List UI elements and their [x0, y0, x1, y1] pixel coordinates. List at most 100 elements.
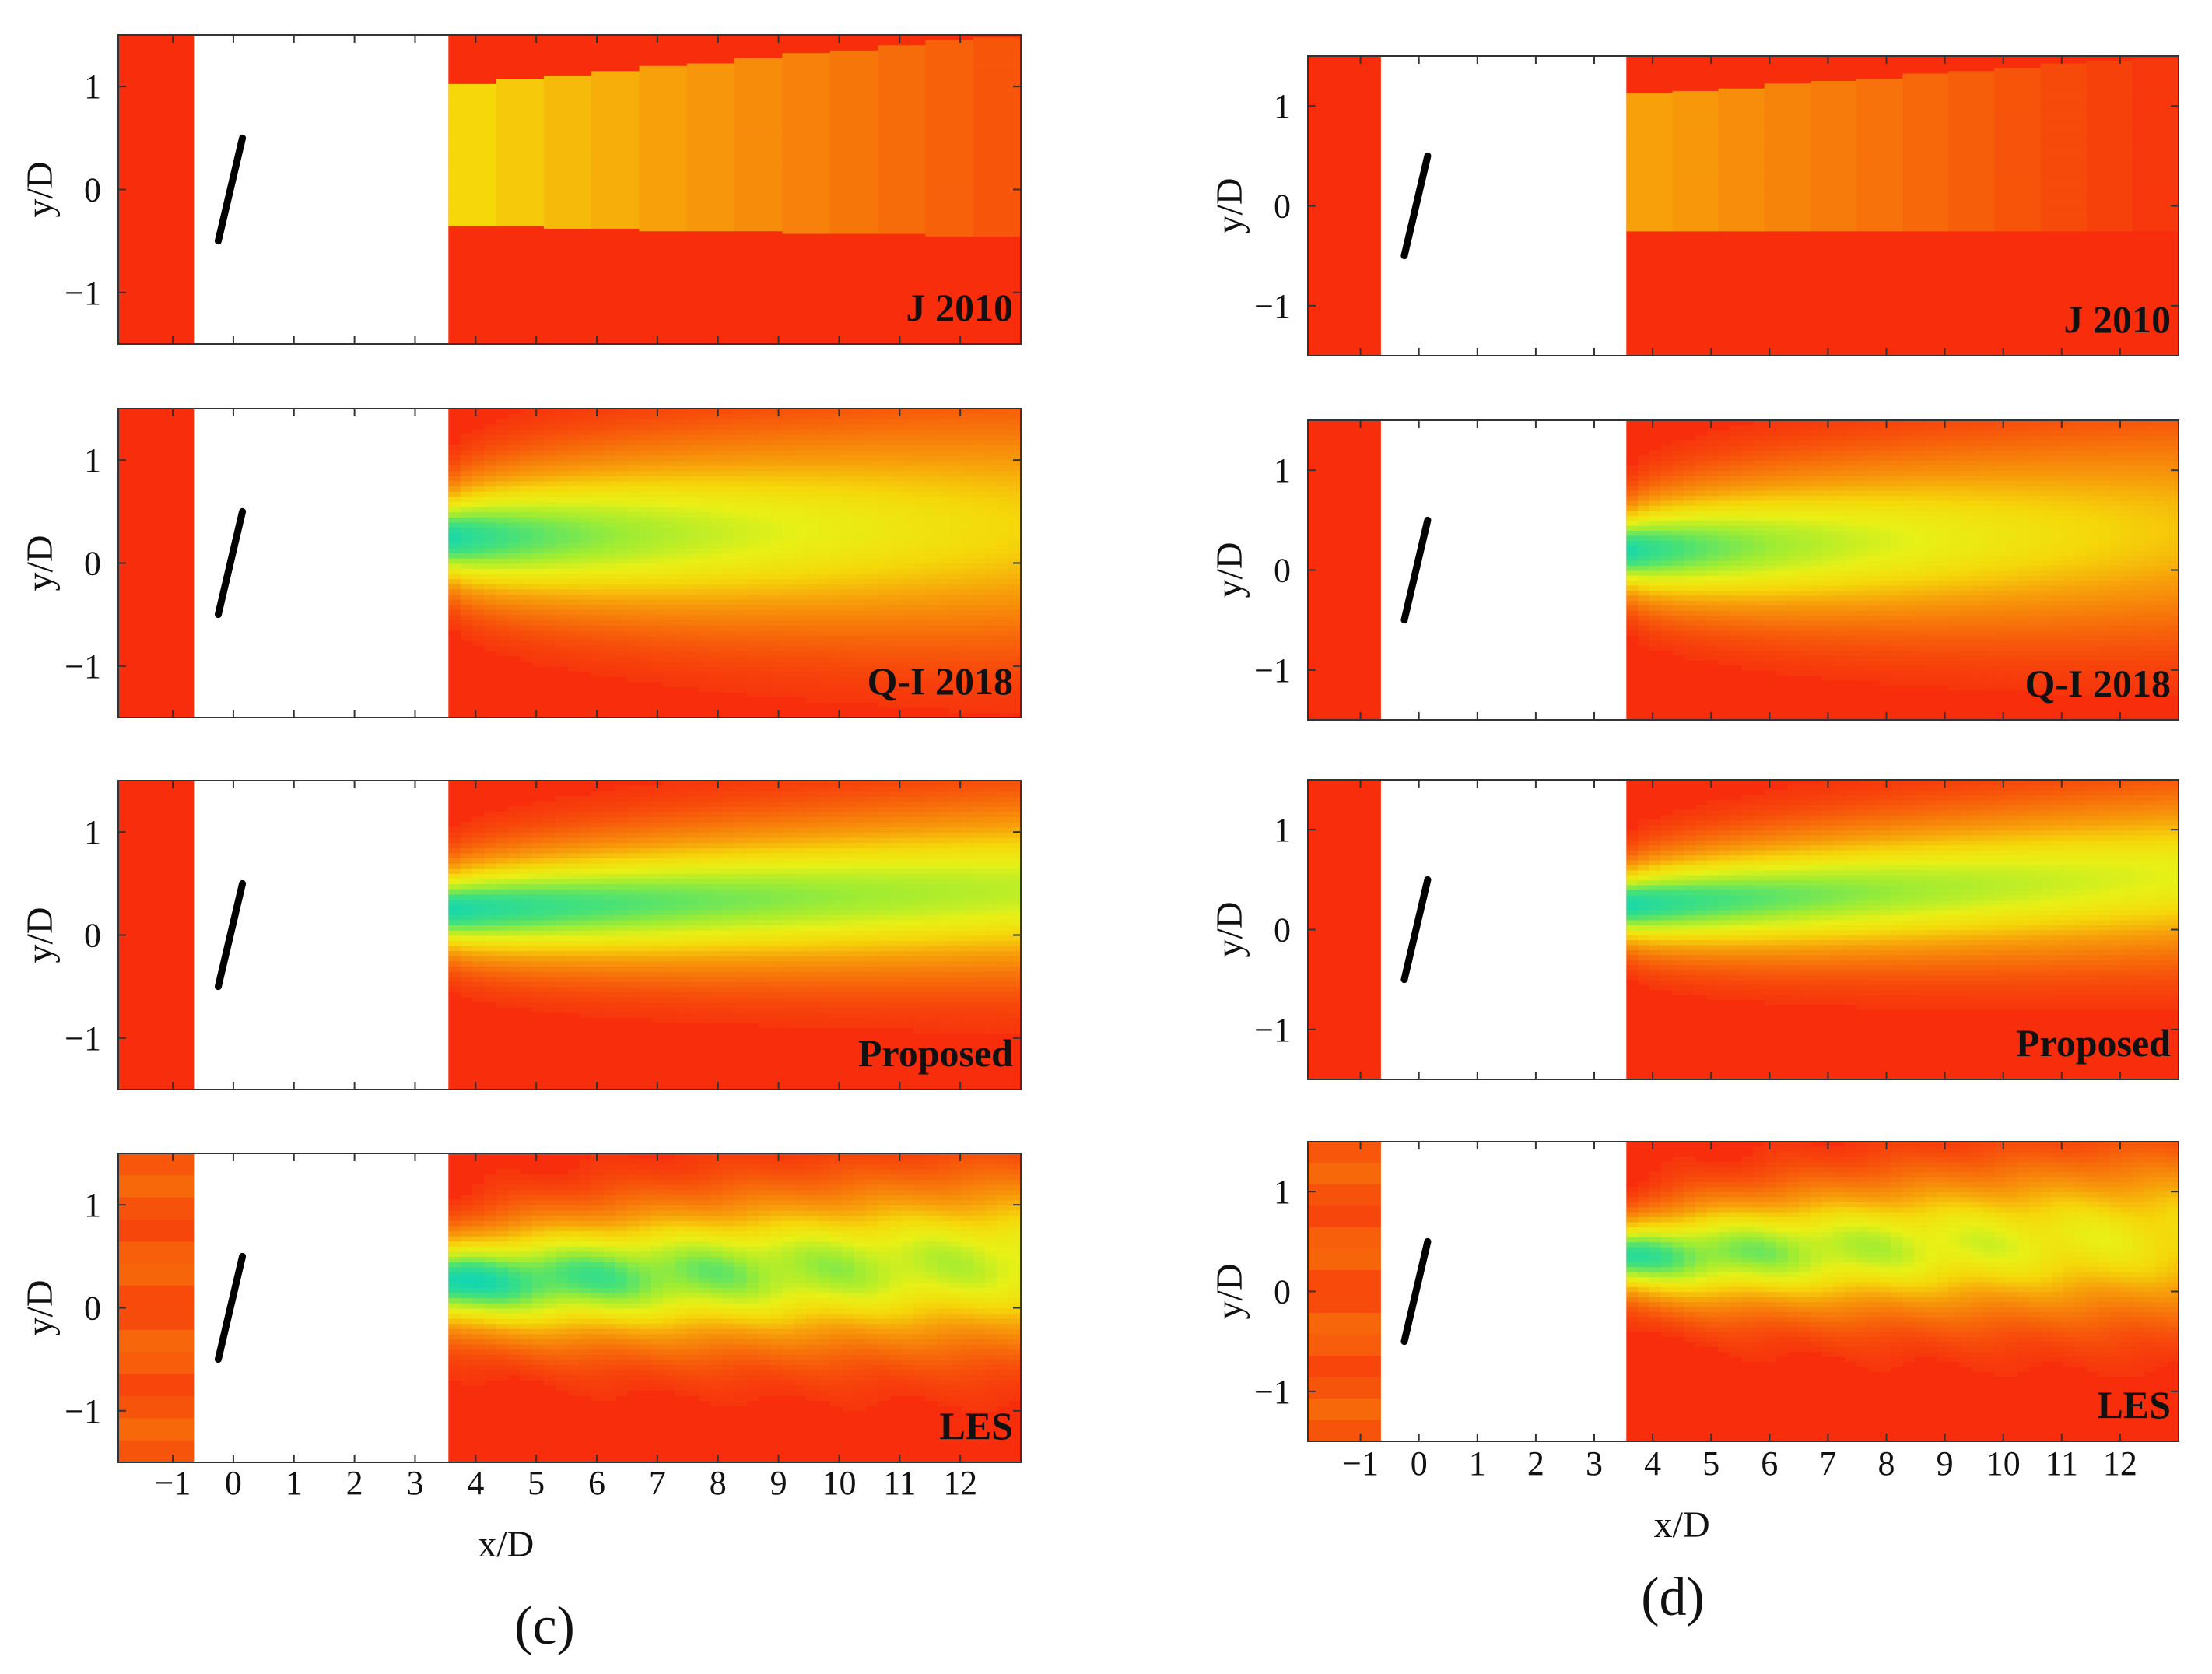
wake-cell [961, 439, 974, 446]
wake-cell [806, 981, 819, 988]
wake-cell [734, 465, 748, 472]
wake-cell [842, 516, 855, 523]
wake-cell [567, 583, 580, 590]
wake-cell [925, 63, 974, 67]
wake-cell [961, 501, 974, 507]
wake-cell [949, 686, 962, 693]
wake-cell [531, 878, 545, 885]
wake-cell [770, 604, 783, 610]
wake-cell [722, 888, 735, 895]
wake-cell [925, 181, 974, 185]
wake-cell [710, 490, 724, 497]
wake-cell [973, 697, 986, 703]
wake-cell [925, 568, 938, 574]
wake-cell [579, 460, 593, 466]
wake-cell [746, 578, 759, 584]
wake-cell [985, 598, 998, 605]
wake-cell [639, 89, 688, 93]
wake-cell [460, 899, 473, 905]
wake-cell [758, 470, 771, 476]
wake-cell [722, 671, 735, 677]
wake-cell [448, 899, 461, 905]
wake-cell [639, 837, 652, 844]
wake-cell [710, 537, 724, 543]
wake-cell [829, 935, 843, 941]
wake-cell [460, 868, 473, 874]
wake-cell [686, 966, 699, 972]
wake-cell [699, 521, 712, 528]
wake-cell [675, 460, 688, 466]
wake-cell [567, 645, 580, 651]
wake-cell [507, 423, 521, 430]
wake-cell [1008, 594, 1022, 600]
wake-cell [650, 671, 664, 677]
wake-cell [806, 1022, 819, 1029]
wake-cell [770, 909, 783, 915]
wake-cell [818, 955, 831, 962]
wake-cell [997, 553, 1010, 559]
wake-cell [496, 883, 509, 890]
wake-cell [770, 893, 783, 900]
wake-cell [556, 516, 569, 523]
wake-cell [496, 166, 545, 170]
wake-cell [627, 904, 640, 911]
wake-cell [722, 496, 735, 502]
wake-cell [448, 114, 497, 118]
wake-cell [842, 635, 855, 641]
wake-cell [496, 635, 509, 641]
wake-cell [543, 598, 557, 605]
wake-cell [484, 460, 497, 466]
wake-cell [615, 619, 629, 626]
wake-cell [794, 785, 807, 792]
wake-cell [961, 681, 974, 688]
wake-cell [770, 614, 783, 621]
wake-cell [471, 506, 486, 513]
wake-cell [782, 79, 831, 82]
wake-cell [556, 542, 569, 549]
wake-cell [520, 925, 533, 931]
wake-cell [770, 919, 783, 926]
wake-cell [734, 68, 783, 72]
wake-cell [639, 848, 652, 854]
wake-cell [650, 547, 664, 554]
wake-cell [854, 832, 867, 838]
wake-cell [782, 223, 831, 226]
wake-cell [496, 578, 509, 584]
wake-cell [484, 635, 497, 641]
wake-cell [746, 929, 759, 936]
wake-cell [460, 501, 473, 507]
wake-cell [937, 490, 950, 497]
wake-cell [746, 624, 759, 631]
wake-cell [543, 166, 593, 170]
wake-cell [878, 557, 891, 564]
wake-cell [699, 945, 712, 952]
wake-cell [520, 650, 533, 657]
wake-cell [746, 991, 759, 998]
wake-cell [650, 791, 664, 797]
wake-cell [639, 65, 688, 69]
wake-cell [650, 837, 664, 844]
wake-cell [484, 816, 497, 823]
wake-cell [854, 681, 867, 688]
wake-cell [567, 511, 580, 518]
wake-cell [686, 153, 735, 157]
wake-cell [758, 929, 771, 936]
wake-cell [579, 429, 593, 435]
wake-cell [829, 225, 878, 229]
wake-cell [639, 496, 652, 502]
wake-cell [699, 904, 712, 911]
wake-cell [854, 614, 867, 621]
wake-cell [806, 578, 819, 584]
wake-cell [734, 568, 748, 574]
wake-cell [627, 816, 640, 823]
wake-cell [686, 619, 699, 626]
wake-cell [937, 583, 950, 590]
wake-cell [806, 665, 819, 672]
wake-cell [496, 960, 509, 967]
wake-cell [949, 542, 962, 549]
wake-cell [734, 61, 783, 65]
wake-cell [639, 174, 688, 177]
wake-cell [615, 929, 629, 936]
wake-cell [496, 460, 509, 466]
wake-cell [627, 454, 640, 461]
